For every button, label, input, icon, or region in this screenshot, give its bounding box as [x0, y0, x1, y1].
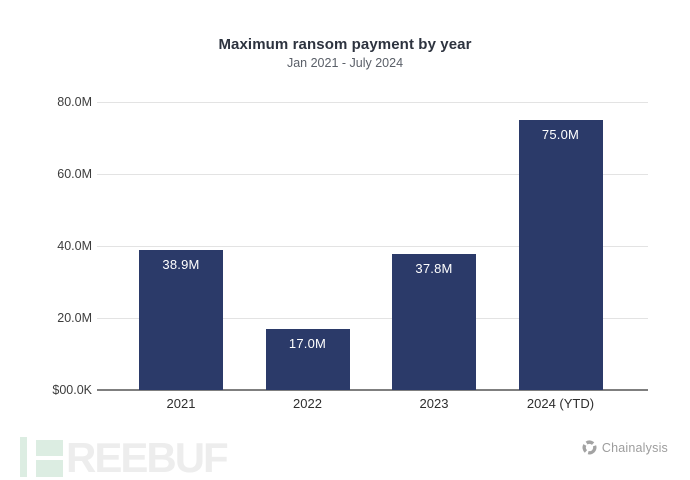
chart-subtitle: Jan 2021 - July 2024	[286, 56, 404, 70]
x-axis-line	[97, 389, 648, 391]
y-axis-tick-label: $00.0K	[52, 383, 92, 397]
gridline	[97, 173, 648, 175]
y-axis-tick-label: 80.0M	[57, 95, 92, 109]
bar-2022[interactable]: 17.0M	[265, 328, 350, 390]
freebuf-watermark-text: REEBUF	[66, 434, 229, 480]
bar-value-label: 37.8M	[415, 260, 453, 276]
bar-value-label: 75.0M	[541, 127, 580, 142]
chart-title: Maximum ransom payment by year	[218, 36, 472, 53]
bar-value-label: 17.0M	[288, 335, 327, 351]
x-axis-label-2022: 2022	[293, 396, 322, 411]
chainalysis-icon	[582, 440, 597, 455]
gridline	[97, 245, 648, 247]
y-axis-tick-label: 60.0M	[57, 167, 92, 181]
bar-2024-ytd[interactable]: 75.0M	[518, 120, 603, 390]
gridline	[97, 317, 648, 319]
freebuf-logo-block	[36, 460, 63, 477]
bar-2021[interactable]: 38.9M	[139, 249, 223, 390]
y-axis-tick-label: 20.0M	[57, 311, 92, 325]
gridline	[97, 101, 648, 103]
y-axis-tick-label: 40.0M	[57, 239, 92, 253]
x-axis-label-2021: 2021	[166, 396, 196, 411]
chainalysis-brand: Chainalysis	[582, 440, 668, 455]
chainalysis-label: Chainalysis	[601, 440, 668, 455]
x-axis-label-2023: 2023	[419, 396, 449, 411]
x-axis-label-2024: 2024 (YTD)	[526, 396, 595, 411]
bar-value-label: 38.9M	[162, 256, 200, 272]
freebuf-logo-bar	[20, 437, 27, 477]
freebuf-logo-block	[36, 440, 63, 456]
bar-2023[interactable]: 37.8M	[392, 253, 476, 390]
